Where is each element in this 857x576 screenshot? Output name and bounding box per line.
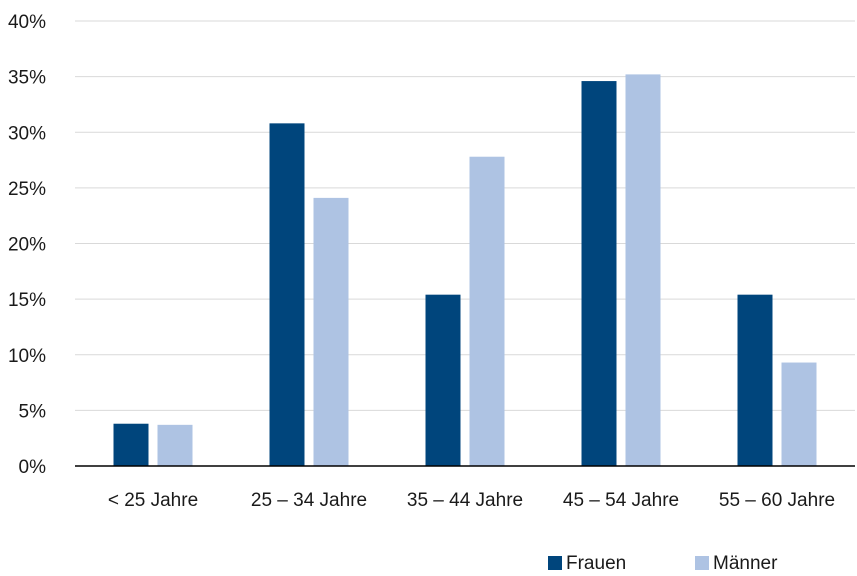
y-tick-label: 15% [8, 290, 46, 311]
y-axis-tick-labels: 0% 5% 10% 15% 20% 25% 30% 35% 40% [8, 12, 46, 478]
bar-männer-1 [313, 197, 349, 466]
y-tick-label: 25% [8, 179, 46, 200]
bar-männer-3 [625, 74, 661, 467]
y-tick-label: 10% [8, 346, 46, 367]
x-axis-tick-labels: < 25 Jahre 25 – 34 Jahre 35 – 44 Jahre 45 –… [108, 490, 835, 511]
x-tick-label: 45 – 54 Jahre [563, 490, 679, 511]
y-tick-label: 0% [19, 457, 47, 478]
x-tick-label: 25 – 34 Jahre [251, 490, 367, 511]
y-tick-label: 40% [8, 12, 46, 33]
bar-männer-0 [157, 424, 193, 466]
y-tick-label: 35% [8, 68, 46, 89]
bar-männer-4 [781, 362, 817, 466]
x-tick-label: 55 – 60 Jahre [719, 490, 835, 511]
legend-label: Männer [713, 553, 778, 574]
y-tick-label: 20% [8, 235, 46, 256]
bars [113, 74, 817, 467]
x-tick-label: < 25 Jahre [108, 490, 198, 511]
legend-label: Frauen [566, 553, 626, 574]
bar-männer-2 [469, 156, 505, 466]
legend-swatch-männer [695, 556, 709, 570]
y-tick-label: 5% [19, 401, 47, 422]
bar-frauen-4 [737, 294, 773, 466]
legend-swatch-frauen [548, 556, 562, 570]
x-tick-label: 35 – 44 Jahre [407, 490, 523, 511]
y-tick-label: 30% [8, 123, 46, 144]
gridlines [75, 20, 855, 411]
bar-frauen-2 [425, 294, 461, 466]
bar-frauen-1 [269, 123, 305, 466]
bar-frauen-3 [581, 81, 617, 466]
legend: Frauen Männer [548, 553, 778, 574]
bar-frauen-0 [113, 423, 149, 466]
